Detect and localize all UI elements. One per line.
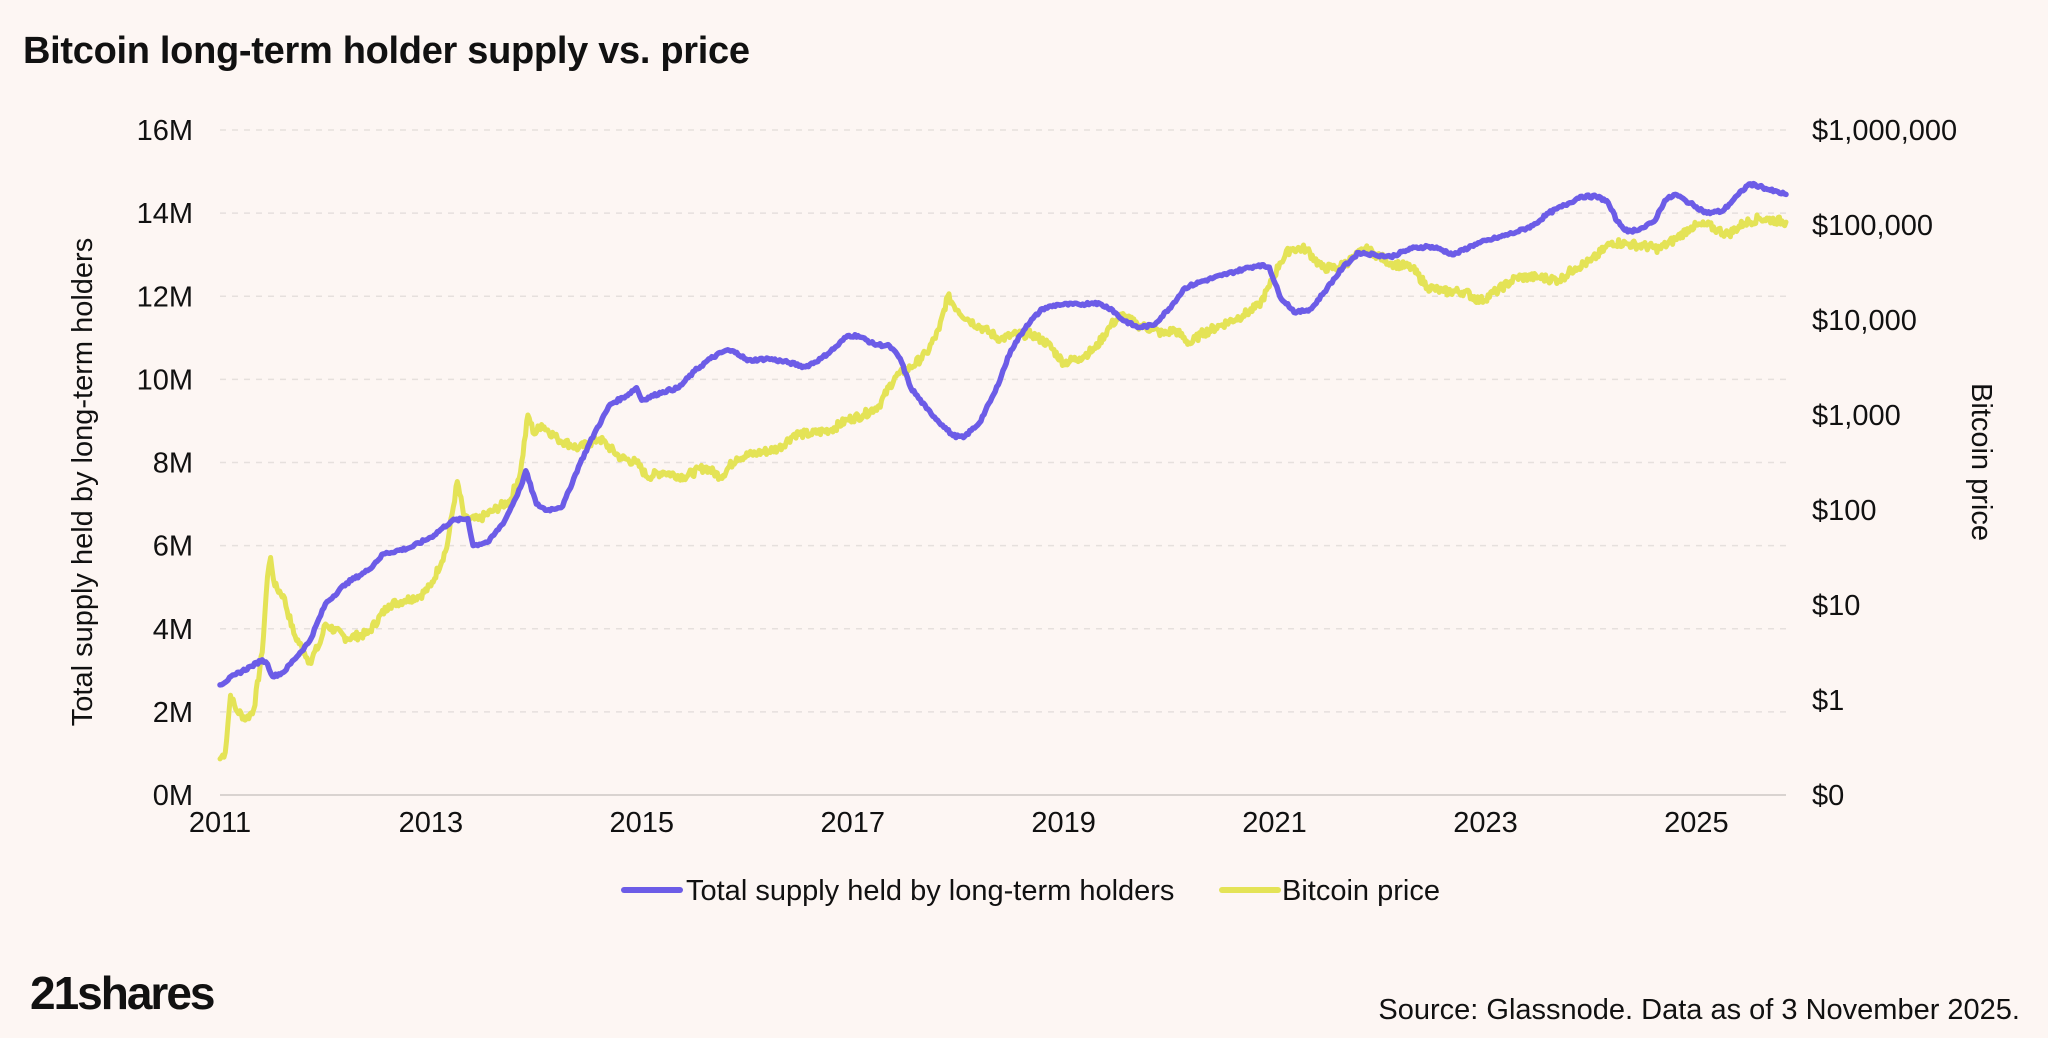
x-tick-label: 2011	[189, 807, 251, 839]
legend: Total supply held by long-term holders B…	[621, 875, 1440, 907]
y2-tick-label: $10	[1812, 590, 1860, 622]
y-tick-label: 8M	[153, 448, 193, 480]
y-tick-label: 6M	[153, 531, 193, 563]
y2-tick-label: $100,000	[1812, 210, 1933, 242]
brand-logo: 21shares	[30, 967, 215, 1019]
legend-label-price: Bitcoin price	[1282, 875, 1440, 907]
y-tick-label: 4M	[153, 614, 193, 646]
series-line-bitcoin-price	[217, 212, 1789, 762]
x-tick-label: 2019	[1031, 807, 1096, 839]
chart-title: Bitcoin long-term holder supply vs. pric…	[23, 30, 750, 72]
y2-tick-label: $1	[1812, 685, 1844, 717]
left-y-axis-label: Total supply held by long-term holders	[67, 238, 99, 726]
y2-tick-label: $100	[1812, 495, 1877, 527]
y2-tick-label: $1,000	[1812, 400, 1901, 432]
y-tick-label: 12M	[137, 281, 193, 313]
x-tick-label: 2015	[610, 807, 675, 839]
y-tick-label: 2M	[153, 697, 193, 729]
grid-lines	[220, 129, 1786, 713]
x-tick-label: 2013	[399, 807, 464, 839]
y-tick-label: 0M	[153, 780, 193, 812]
y2-tick-label: $0	[1812, 780, 1844, 812]
y-tick-label: 10M	[137, 364, 193, 396]
x-tick-label: 2025	[1664, 807, 1729, 839]
right-y-axis-label: Bitcoin price	[1965, 383, 1997, 541]
series-lines	[217, 180, 1789, 762]
x-tick-label: 2021	[1242, 807, 1307, 839]
x-tick-label: 2023	[1453, 807, 1518, 839]
series-line-lth-supply	[217, 180, 1789, 688]
y-tick-label: 14M	[137, 198, 193, 230]
legend-label-supply: Total supply held by long-term holders	[686, 875, 1174, 907]
y2-tick-label: $10,000	[1812, 305, 1917, 337]
source-note: Source: Glassnode. Data as of 3 November…	[1378, 994, 2020, 1026]
y-tick-label: 16M	[137, 115, 193, 147]
y2-tick-label: $1,000,000	[1812, 115, 1957, 147]
axes: 0M 2M 4M 6M 8M 10M 12M 14M 16M 2011 2013 2015 2017 20…	[137, 115, 1958, 839]
x-tick-label: 2017	[820, 807, 885, 839]
